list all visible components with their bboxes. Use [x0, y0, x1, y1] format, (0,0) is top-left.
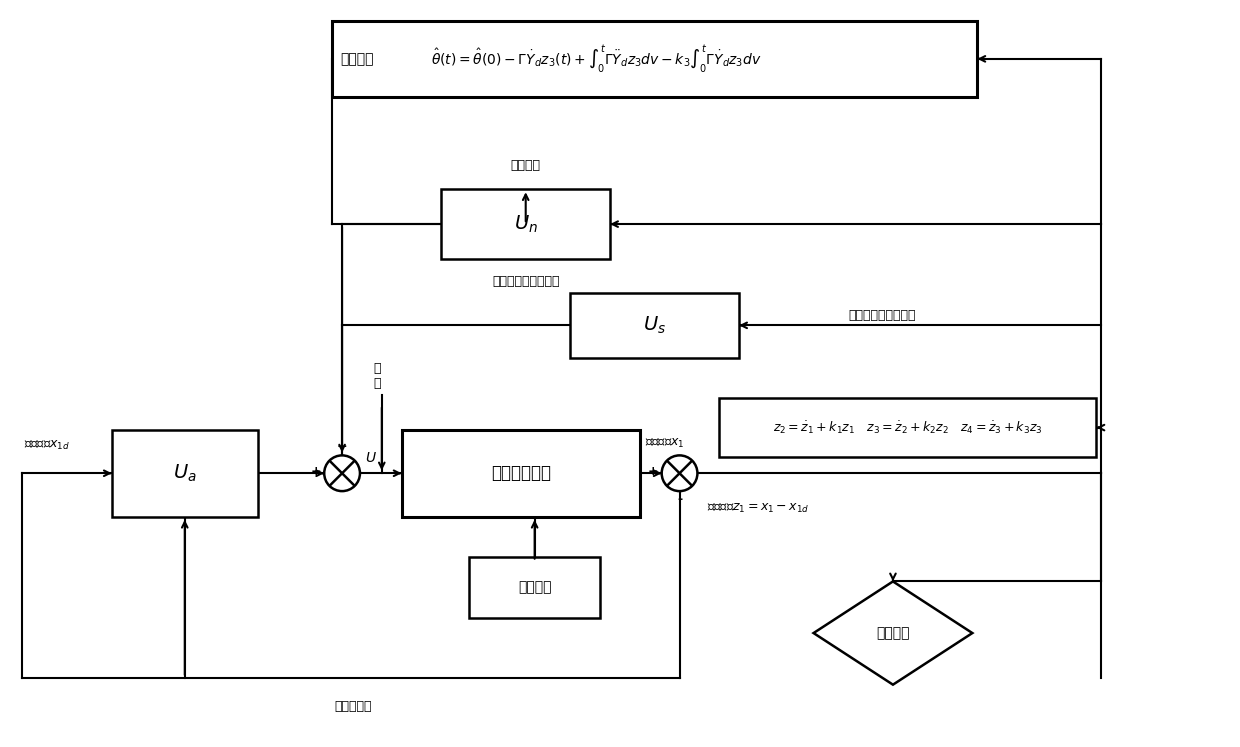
- Bar: [719, 398, 1096, 457]
- Text: 自适应律: 自适应律: [511, 158, 541, 172]
- Bar: [469, 557, 600, 619]
- Text: $U_s$: $U_s$: [644, 314, 666, 336]
- Text: 性能描述: 性能描述: [877, 626, 910, 640]
- Text: -: -: [677, 493, 682, 506]
- Text: $\hat{\theta}(t)=\hat{\theta}(0)-\Gamma\dot{Y}_dz_3(t)+\int_0^t\Gamma\ddot{Y}_dz: $\hat{\theta}(t)=\hat{\theta}(0)-\Gamma\…: [432, 43, 763, 75]
- Polygon shape: [813, 581, 972, 685]
- Text: +: +: [310, 465, 321, 478]
- Text: 电液伺服系统: 电液伺服系统: [491, 464, 551, 483]
- Text: $U_a$: $U_a$: [172, 462, 197, 484]
- Text: 干
扰: 干 扰: [373, 362, 381, 390]
- Text: 参数估计: 参数估计: [340, 52, 373, 66]
- Circle shape: [324, 456, 360, 491]
- Bar: [402, 430, 640, 517]
- Circle shape: [662, 456, 697, 491]
- Text: 期望位置$x_{1d}$: 期望位置$x_{1d}$: [25, 439, 71, 452]
- Bar: [332, 21, 977, 97]
- Text: $z_2=\dot{z}_1+k_1z_1\quad z_3=\dot{z}_2+k_2z_2\quad z_4=\dot{z}_3+k_3z_3$: $z_2=\dot{z}_1+k_1z_1\quad z_3=\dot{z}_2…: [773, 419, 1043, 436]
- Text: $U_n$: $U_n$: [513, 214, 538, 235]
- Text: 非线性积分鲁棒反馈: 非线性积分鲁棒反馈: [492, 275, 559, 288]
- Bar: [570, 293, 739, 358]
- Bar: [441, 190, 610, 259]
- Text: 全状态反馈: 全状态反馈: [334, 699, 372, 713]
- Text: 跟踪误差$z_1=x_1-x_{1d}$: 跟踪误差$z_1=x_1-x_{1d}$: [707, 501, 810, 515]
- Text: 非线性积分鲁棒反馈: 非线性积分鲁棒反馈: [848, 309, 916, 322]
- Text: +: +: [649, 465, 658, 478]
- Text: 基本假设: 基本假设: [518, 580, 552, 595]
- Text: 输出位置$x_1$: 输出位置$x_1$: [645, 437, 684, 450]
- Bar: [112, 430, 258, 517]
- Text: +: +: [337, 441, 347, 453]
- Text: $U$: $U$: [365, 451, 377, 465]
